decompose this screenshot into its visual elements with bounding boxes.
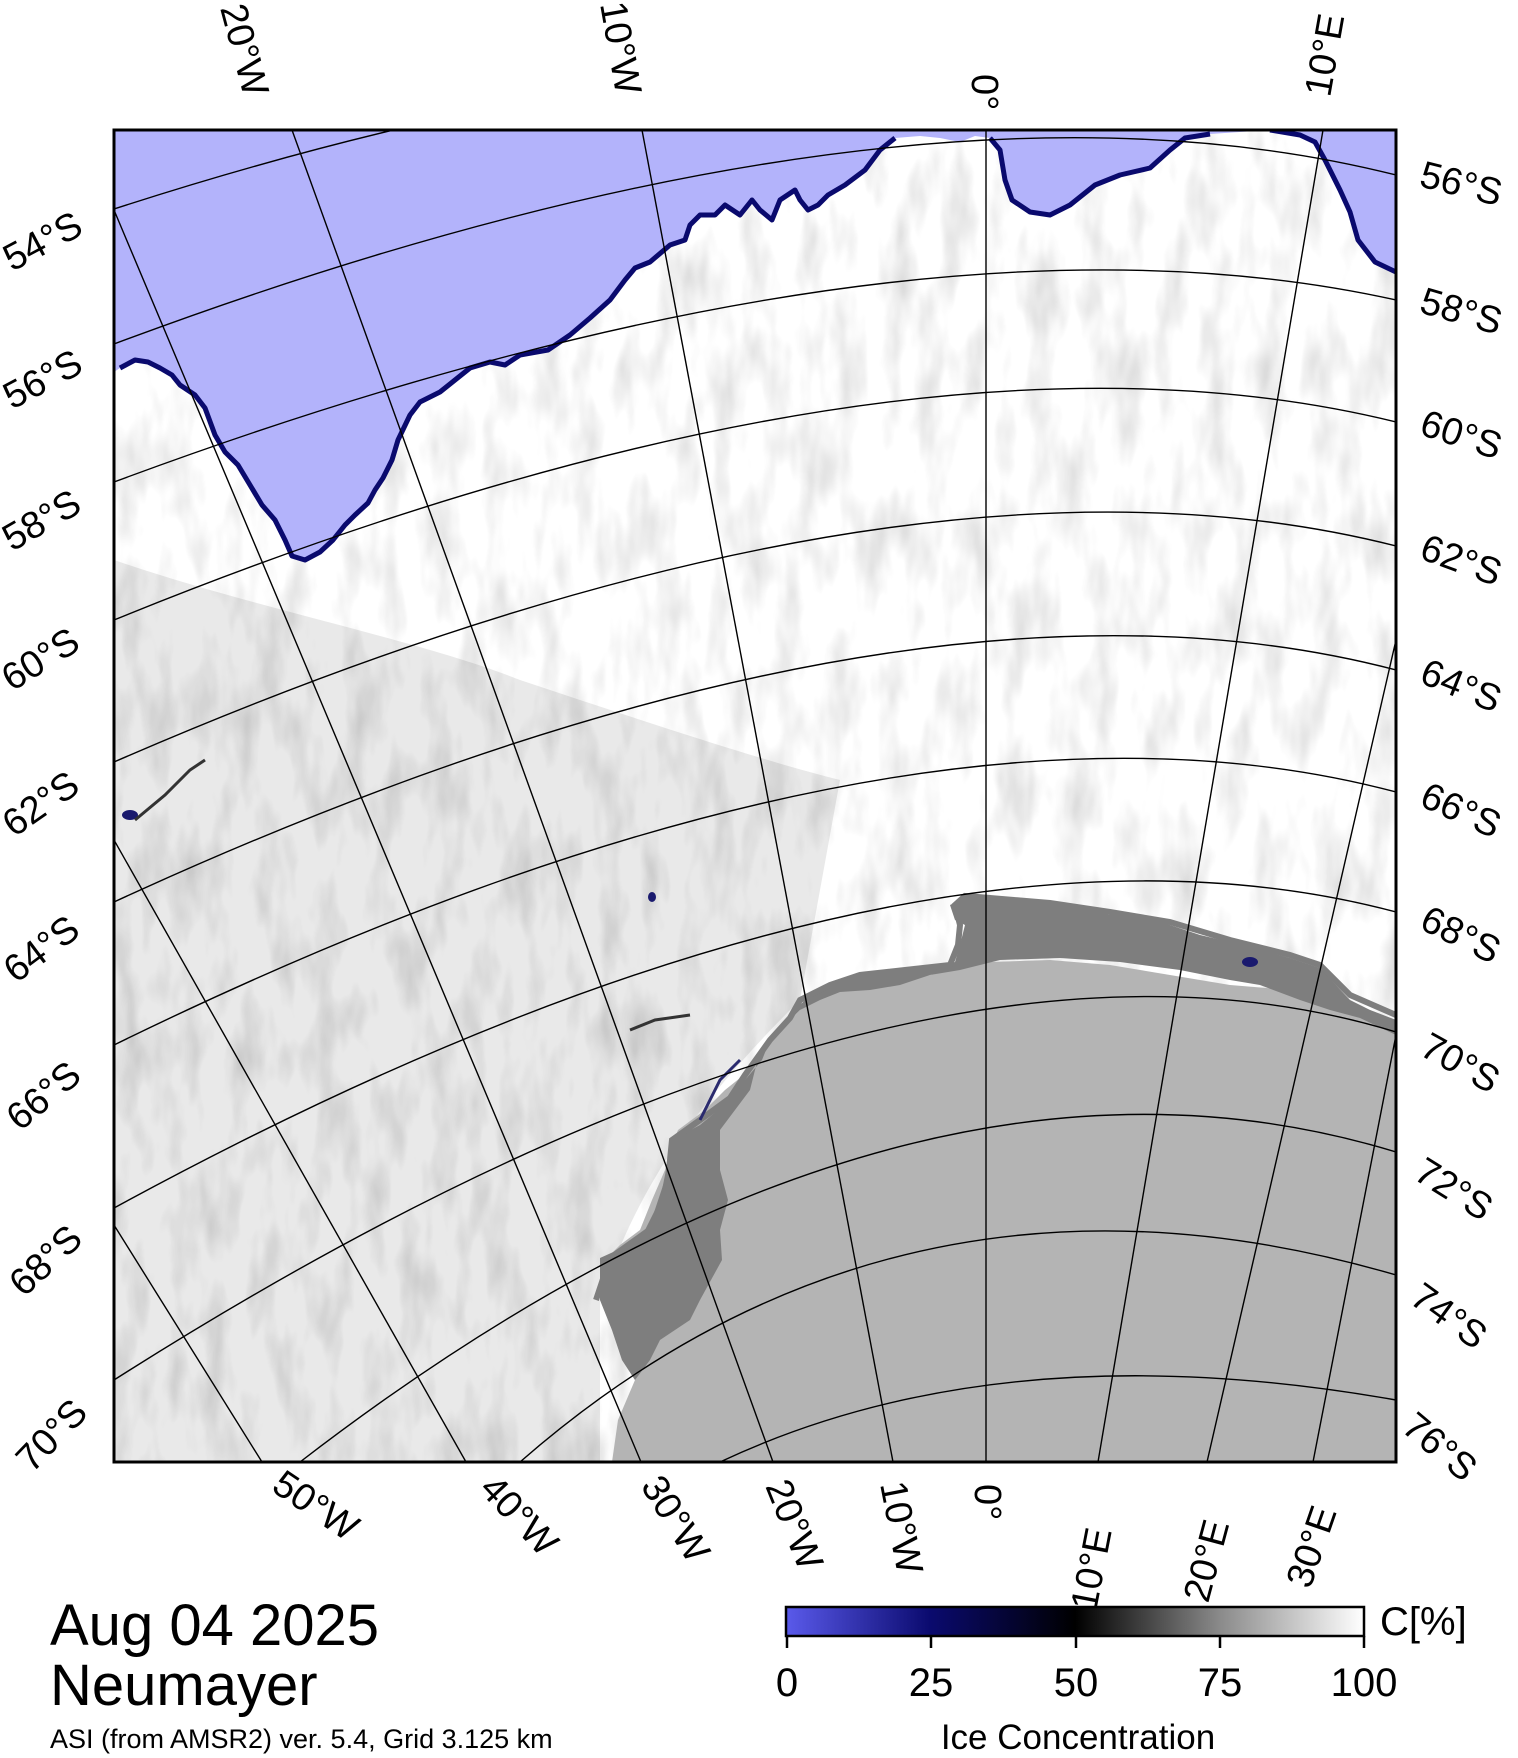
left-lat-label: 70°S xyxy=(8,1392,96,1481)
left-lat-label: 60°S xyxy=(0,620,87,700)
colorbar-title: Ice Concentration xyxy=(940,1718,1216,1757)
right-lat-label: 58°S xyxy=(1416,280,1507,343)
meridian-30w xyxy=(114,209,642,1462)
ice-shelf-front xyxy=(593,892,1396,1301)
parallel-64s xyxy=(114,634,1396,903)
polynya xyxy=(1242,957,1258,967)
map-frame xyxy=(112,128,1398,1464)
right-lat-label: 62°S xyxy=(1415,527,1507,595)
lead xyxy=(134,758,206,822)
bottom-lon-label: 30°W xyxy=(632,1469,717,1571)
meridian-50w xyxy=(114,1224,263,1462)
top-lon-label: 10°W xyxy=(591,0,649,98)
meridian-20e xyxy=(1206,639,1396,1462)
parallel-62s xyxy=(114,511,1396,763)
parallel-68s xyxy=(114,880,1396,1209)
left-lat-label: 64°S xyxy=(0,908,88,991)
graticule xyxy=(114,130,1396,1462)
top-lon-label: 10°E xyxy=(1298,11,1354,100)
polynya xyxy=(648,892,656,902)
right-lat-label: 56°S xyxy=(1416,154,1507,215)
left-lat-label: 68°S xyxy=(1,1217,90,1304)
parallel-76s xyxy=(719,1375,1396,1462)
colorbar-tick-label: 100 xyxy=(1330,1661,1398,1705)
map-date: Aug 04 2025 xyxy=(50,1593,379,1658)
right-lat-label: 60°S xyxy=(1415,403,1507,469)
parallel-54s xyxy=(114,130,397,210)
right-lat-label: 74°S xyxy=(1403,1275,1495,1358)
antarctica-land xyxy=(600,960,1396,1462)
parallel-60s xyxy=(114,387,1396,621)
top-lon-label: 20°W xyxy=(211,0,276,101)
bottom-lon-label: 20°E xyxy=(1176,1515,1238,1606)
meridian-10e xyxy=(1097,130,1324,1462)
colorbar xyxy=(784,1605,1366,1638)
colorbar-tick-label: 50 xyxy=(1053,1661,1099,1705)
bottom-lon-label: 40°W xyxy=(471,1467,565,1564)
colorbar-tick-label: 0 xyxy=(775,1661,799,1705)
right-lat-label: 72°S xyxy=(1407,1150,1499,1230)
right-lat-label: 70°S xyxy=(1414,1025,1507,1102)
colorbar-tick-label: 25 xyxy=(908,1661,954,1705)
bottom-lon-label: 10°E xyxy=(1064,1524,1121,1613)
meridian-20w xyxy=(291,130,774,1462)
parallel-66s xyxy=(114,757,1396,1046)
left-lat-label: 62°S xyxy=(0,763,87,845)
right-lat-label: 68°S xyxy=(1414,898,1507,972)
product-info: ASI (from AMSR2) ver. 5.4, Grid 3.125 km xyxy=(50,1724,553,1754)
lead xyxy=(629,1013,691,1032)
bottom-lon-label: 50°W xyxy=(265,1463,366,1550)
left-lat-label: 54°S xyxy=(0,204,89,280)
meridian-10w xyxy=(641,130,894,1462)
right-lat-label: 76°S xyxy=(1394,1405,1484,1490)
right-lat-label: 64°S xyxy=(1415,651,1508,721)
meridian-30e xyxy=(1312,1034,1396,1462)
colorbar-tick-label: 75 xyxy=(1197,1661,1243,1705)
bottom-lon-label: 20°W xyxy=(757,1474,831,1576)
parallel-58s xyxy=(114,269,1396,483)
left-lat-label: 58°S xyxy=(0,482,88,560)
top-lon-label: 0° xyxy=(963,74,1005,110)
left-lat-label: 66°S xyxy=(0,1053,89,1138)
colorbar-unit: C[%] xyxy=(1380,1600,1467,1644)
bottom-lon-label: 0° xyxy=(966,1484,1008,1520)
bottom-lon-label: 10°W xyxy=(871,1478,930,1578)
ice-edge xyxy=(118,130,1396,563)
polynya xyxy=(122,810,138,820)
parallel-70s xyxy=(114,995,1396,1381)
station-name: Neumayer xyxy=(50,1653,318,1718)
left-lat-label: 56°S xyxy=(0,342,89,418)
parallel-72s xyxy=(299,1113,1396,1462)
right-lat-label: 66°S xyxy=(1414,775,1507,847)
parallel-74s xyxy=(519,1230,1396,1462)
bottom-lon-label: 30°E xyxy=(1279,1501,1346,1593)
meridian-40w xyxy=(114,839,467,1462)
lead xyxy=(698,1058,742,1121)
